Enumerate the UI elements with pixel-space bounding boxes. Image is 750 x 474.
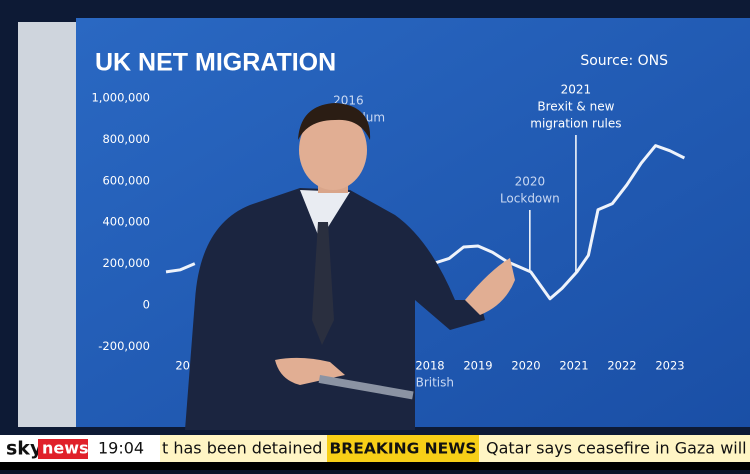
clock: 19:04 (98, 439, 144, 458)
side-wall (18, 22, 76, 427)
x-tick-label: 2019 (463, 359, 492, 373)
y-tick-label: 600,000 (102, 173, 150, 187)
x-tick-label: 2022 (607, 359, 636, 373)
annotation-text: Brexit & new (537, 100, 614, 114)
y-tick-label: 800,000 (102, 132, 150, 146)
y-tick-label: 400,000 (102, 215, 150, 229)
chart-title: UK NET MIGRATION (95, 49, 336, 77)
y-tick-label: 0 (143, 298, 150, 312)
logo-sky: sky (6, 438, 43, 460)
x-tick-label: 2020 (511, 359, 540, 373)
plot: -200,000 0 200,000 400,000 600,000 800,000 1,0… (91, 83, 686, 390)
annotation-text: 2020 (515, 175, 546, 189)
breaking-box (327, 435, 479, 462)
ticker-right: Qatar says ceasefire in Gaza will b (486, 439, 750, 458)
annotation-text: 2021 (561, 83, 592, 97)
source: Source: ONS (580, 53, 668, 69)
x-tick-label: 2018 (415, 359, 444, 373)
axis-note: British (416, 376, 454, 390)
y-tick-label: 1,000,000 (91, 91, 150, 105)
breaking-label: BREAKING NEWS (329, 440, 476, 458)
y-tick-label: 200,000 (102, 256, 150, 270)
x-tick-label: 2021 (559, 359, 588, 373)
x-tick-label: 2023 (655, 359, 684, 373)
ticker-left: t has been detained (162, 439, 322, 458)
data-line (165, 144, 686, 301)
annotation-text: migration rules (530, 117, 621, 131)
annotation-text: Lockdown (500, 192, 560, 206)
logo-news-box (38, 439, 88, 459)
y-tick-label: -200,000 (98, 339, 150, 353)
presenter (185, 103, 515, 430)
bottom-edge (0, 462, 750, 470)
logo-news: news (42, 439, 89, 458)
